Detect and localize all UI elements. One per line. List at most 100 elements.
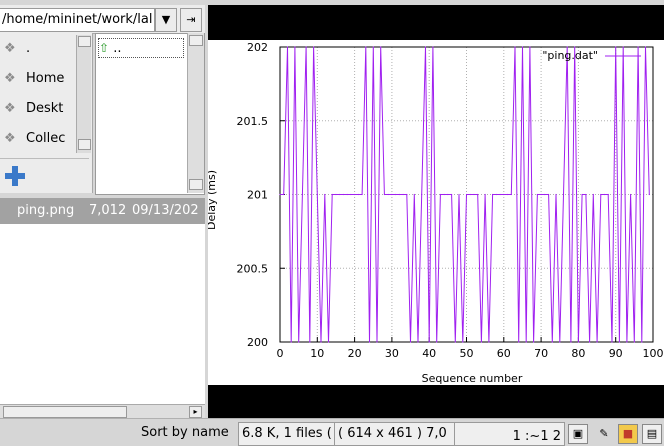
data-point: [324, 193, 326, 196]
data-point: [439, 193, 441, 196]
x-axis: 0 10 20 30 40 50 60 70 80 90 100: [277, 337, 664, 360]
data-point: [298, 341, 300, 343]
x-tick-label: 90: [609, 347, 623, 360]
place-item-current[interactable]: ❖.: [4, 37, 30, 61]
place-item-desktop[interactable]: ❖ Deskt: [4, 97, 63, 121]
scroll-down-button[interactable]: [78, 139, 91, 150]
data-point: [283, 193, 285, 196]
color-button[interactable]: ■: [618, 424, 638, 444]
y-axis-label: Delay (ms): [208, 170, 218, 230]
data-point: [320, 341, 322, 343]
data-point: [581, 193, 583, 196]
x-axis-label: Sequence number: [422, 372, 523, 385]
places-scrollbar[interactable]: [76, 35, 91, 153]
scroll-right-button[interactable]: ▸: [189, 406, 202, 418]
directory-list[interactable]: ⇧ ..: [95, 33, 205, 195]
data-point: [327, 341, 330, 343]
image-dimensions-field: ( 614 x 461 ) 7,0: [334, 422, 455, 446]
data-point: [484, 193, 486, 196]
y-axis: 200 200.5 201 201.5 202: [237, 41, 285, 349]
folder-icon: ❖: [4, 41, 16, 56]
thumbnail-button[interactable]: ▣: [568, 424, 588, 444]
scroll-up-button[interactable]: [78, 36, 91, 47]
go-to-path-button[interactable]: ⇥: [180, 8, 202, 32]
data-point: [380, 46, 382, 48]
data-point: [469, 193, 471, 196]
data-point: [618, 341, 621, 343]
data-point: [383, 193, 386, 196]
data-point: [331, 193, 333, 196]
data-point: [480, 341, 483, 343]
file-count-field: 6.8 K, 1 files (: [238, 422, 335, 446]
data-point: [339, 193, 341, 196]
data-point: [555, 193, 557, 196]
chevron-down-icon: ▼: [161, 13, 171, 26]
up-arrow-icon: ⇧: [99, 41, 110, 55]
data-point: [596, 341, 598, 343]
image-icon: ▣: [572, 427, 584, 440]
path-input[interactable]: /home/mininet/work/lal: [0, 8, 155, 32]
data-point: [547, 193, 550, 196]
data-point: [637, 46, 639, 48]
horizontal-scrollbar[interactable]: ▸: [0, 404, 205, 419]
place-label: Home: [26, 71, 65, 86]
data-point: [279, 193, 281, 196]
file-list: ping.png 7,012 09/13/202: [0, 198, 205, 404]
data-point: [574, 46, 576, 48]
data-point: [566, 46, 568, 48]
data-point: [521, 46, 524, 48]
data-point: [454, 341, 456, 343]
data-point: [518, 341, 520, 343]
data-points: [279, 46, 650, 343]
data-point: [402, 193, 404, 196]
data-point: [450, 193, 453, 196]
data-point: [417, 341, 419, 343]
place-label: .: [26, 41, 31, 56]
scroll-up-button[interactable]: [189, 35, 203, 46]
data-point: [301, 193, 303, 196]
window-icon: ▤: [646, 427, 658, 440]
parent-dir-label: ..: [113, 41, 122, 56]
data-point: [570, 341, 572, 343]
data-point: [503, 193, 505, 196]
x-tick-label: 50: [460, 347, 474, 360]
x-tick-label: 80: [571, 347, 585, 360]
data-point: [510, 193, 512, 196]
data-point: [607, 193, 609, 196]
directory-scrollbar[interactable]: [187, 33, 204, 193]
pencil-icon: ✎: [599, 427, 609, 440]
data-point: [398, 193, 400, 196]
scroll-down-button[interactable]: [189, 179, 203, 190]
data-point: [473, 193, 475, 196]
place-item-collections[interactable]: ❖ Collec: [4, 127, 65, 151]
fullscreen-button[interactable]: ▤: [642, 424, 662, 444]
goto-arrow-icon: ⇥: [186, 13, 196, 26]
data-point: [395, 193, 397, 196]
edit-button[interactable]: ✎: [594, 424, 614, 444]
table-row[interactable]: ping.png 7,012 09/13/202: [0, 198, 205, 224]
data-point: [361, 193, 363, 196]
add-place-button[interactable]: [0, 158, 89, 193]
place-item-home[interactable]: ❖ Home: [4, 67, 64, 91]
data-point: [544, 193, 546, 196]
data-point: [533, 341, 535, 343]
list-item[interactable]: ⇧ ..: [98, 38, 184, 58]
data-point: [588, 341, 591, 343]
data-point: [492, 193, 494, 196]
data-point: [346, 193, 348, 196]
scroll-thumb[interactable]: [3, 406, 127, 418]
data-point: [372, 46, 374, 48]
data-point: [312, 46, 315, 48]
data-point: [368, 341, 371, 343]
data-point: [443, 193, 445, 196]
line-chart: 0 10 20 30 40 50 60 70 80 90 100 200200.5201201.52…: [205, 41, 664, 385]
plot-image: 0 10 20 30 40 50 60 70 80 90 100 200 200.5 201 201.5 2…: [205, 40, 664, 385]
data-point: [286, 46, 289, 48]
path-dropdown-button[interactable]: ▼: [155, 8, 177, 32]
data-point: [477, 193, 479, 196]
data-point: [633, 341, 635, 343]
data-point: [376, 341, 378, 343]
data-point: [559, 341, 561, 343]
zoom-field: 1 :~1 2: [454, 422, 565, 446]
sort-label[interactable]: Sort by name: [141, 425, 229, 440]
